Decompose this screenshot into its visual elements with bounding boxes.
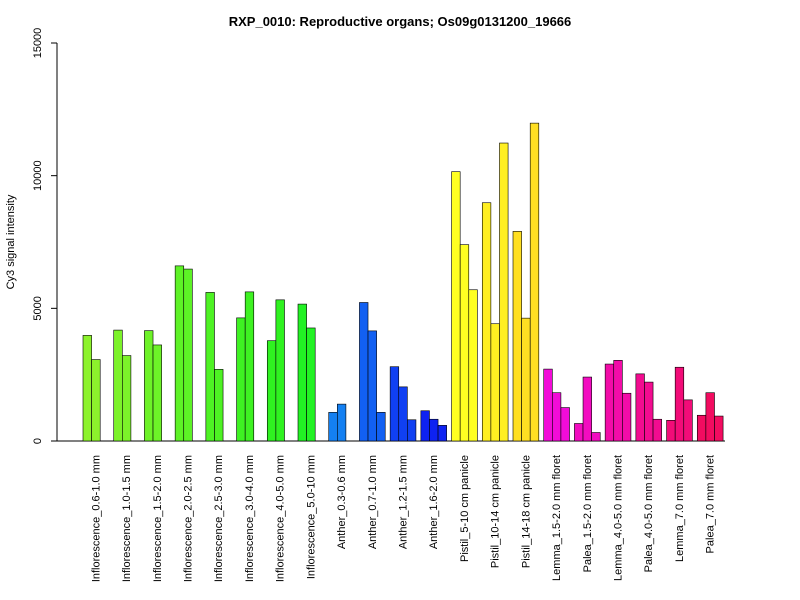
y-tick-label: 5000	[32, 296, 44, 320]
x-tick-label: Palea_1.5-2.0 mm floret	[582, 455, 594, 572]
bar	[582, 376, 592, 442]
x-tick-label: Inflorescence_3.0-4.0 mm	[244, 455, 256, 582]
bar	[174, 265, 185, 442]
bar	[420, 410, 430, 442]
x-tick-label: Inflorescence_1.5-2.0 mm	[152, 455, 164, 582]
x-tick-label: Inflorescence_5.0-10 mm	[305, 455, 317, 579]
x-tick-label: Anther_1.6-2.0 mm	[428, 455, 440, 549]
y-tick-label: 0	[32, 438, 44, 444]
bar	[328, 412, 338, 442]
bar	[574, 423, 584, 442]
bar	[543, 368, 553, 442]
x-tick-label: Lemma_4.0-5.0 mm floret	[613, 455, 625, 581]
bar	[398, 386, 408, 442]
bar	[275, 299, 285, 442]
bar	[297, 303, 307, 442]
x-tick-label: Anther_0.3-0.6 mm	[336, 455, 348, 549]
bar	[666, 420, 676, 442]
y-tick-label: 15000	[32, 28, 44, 59]
bar	[674, 366, 685, 442]
x-tick-label: Inflorescence_2.0-2.5 mm	[183, 455, 195, 582]
bar	[635, 373, 645, 442]
x-axis-tick-labels: Inflorescence_0.6-1.0 mm Inflorescence_1.…	[90, 455, 716, 582]
x-tick-label: Pistil_5-10 cm panicle	[459, 455, 471, 562]
bar	[696, 414, 707, 442]
bar	[591, 432, 601, 442]
bar	[512, 231, 522, 442]
bar	[306, 327, 316, 442]
bar	[244, 291, 255, 442]
x-tick-label: Anther_0.7-1.0 mm	[367, 455, 379, 549]
bar	[82, 335, 92, 442]
x-tick-label: Inflorescence_4.0-5.0 mm	[275, 455, 287, 582]
bar	[367, 330, 377, 442]
bar	[214, 369, 224, 442]
bar	[468, 289, 478, 442]
y-tick-label: 10000	[32, 160, 44, 191]
bar	[152, 344, 162, 442]
bar	[459, 244, 470, 442]
x-tick-label: Pistil_10-14 cm panicle	[490, 455, 502, 568]
bar	[683, 399, 693, 442]
bar	[429, 418, 439, 442]
bar	[644, 381, 654, 442]
bar	[236, 317, 246, 442]
bar	[183, 268, 193, 442]
bar	[122, 355, 132, 442]
chart-title: RXP_0010: Reproductive organs; Os09g0131…	[229, 14, 572, 29]
bars	[82, 122, 724, 442]
bar	[622, 392, 632, 442]
bar	[359, 302, 369, 442]
bar	[521, 317, 531, 442]
x-tick-label: Inflorescence_1.0-1.5 mm	[121, 455, 133, 582]
bar	[604, 363, 615, 442]
x-tick-label: Inflorescence_0.6-1.0 mm	[90, 455, 102, 582]
bar	[652, 418, 662, 442]
bar	[481, 202, 492, 442]
bar	[552, 392, 562, 442]
bar	[389, 366, 400, 442]
x-tick-label: Palea_7.0 mm floret	[705, 455, 717, 553]
x-tick-label: Inflorescence_2.5-3.0 mm	[213, 455, 225, 582]
bar	[437, 425, 447, 442]
bar	[714, 415, 724, 442]
bar	[376, 412, 386, 442]
bar	[266, 340, 277, 442]
x-tick-label: Anther_1.2-1.5 mm	[398, 455, 410, 549]
bar	[613, 360, 623, 442]
bar	[705, 392, 715, 442]
bar	[91, 359, 101, 442]
bar	[499, 142, 509, 442]
y-axis-label: Cy3 signal intensity	[5, 194, 17, 289]
y-axis-ticks: 0 5000 10000 15000	[32, 28, 57, 444]
x-tick-label: Lemma_1.5-2.0 mm floret	[551, 455, 563, 581]
bar	[205, 292, 215, 442]
bar	[529, 122, 540, 442]
bar	[560, 407, 570, 442]
x-tick-label: Pistil_14-18 cm panicle	[520, 455, 532, 568]
bar	[337, 403, 347, 442]
bar	[144, 330, 154, 442]
bar	[490, 323, 500, 442]
bar	[113, 329, 123, 442]
bar	[407, 419, 417, 442]
bar	[451, 171, 461, 442]
x-tick-label: Palea_4.0-5.0 mm floret	[643, 455, 655, 572]
x-tick-label: Lemma_7.0 mm floret	[674, 455, 686, 562]
